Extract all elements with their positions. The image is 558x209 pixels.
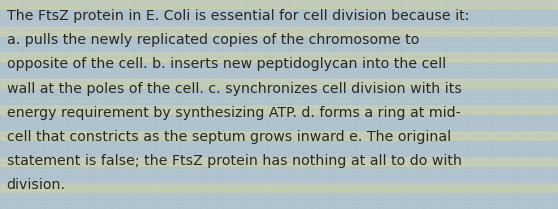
Text: division.: division.: [7, 178, 66, 192]
Bar: [0, 42, 558, 47]
Text: statement is false; the FtsZ protein has nothing at all to do with: statement is false; the FtsZ protein has…: [7, 154, 461, 168]
Bar: [0, 183, 558, 188]
Text: wall at the poles of the cell. c. synchronizes cell division with its: wall at the poles of the cell. c. synchr…: [7, 82, 461, 96]
Bar: [0, 26, 558, 31]
Bar: [0, 120, 558, 125]
Bar: [0, 104, 558, 110]
Text: a. pulls the newly replicated copies of the chromosome to: a. pulls the newly replicated copies of …: [7, 33, 419, 47]
Bar: [0, 31, 558, 37]
Bar: [0, 125, 558, 131]
Bar: [0, 63, 558, 68]
Bar: [0, 5, 558, 10]
Text: cell that constricts as the septum grows inward e. The original: cell that constricts as the septum grows…: [7, 130, 451, 144]
Bar: [0, 188, 558, 193]
Bar: [0, 99, 558, 104]
Bar: [0, 89, 558, 94]
Bar: [0, 110, 558, 115]
Bar: [0, 47, 558, 52]
Text: The FtsZ protein in E. Coli is essential for cell division because it:: The FtsZ protein in E. Coli is essential…: [7, 9, 469, 23]
Bar: [0, 0, 558, 5]
Bar: [0, 199, 558, 204]
Bar: [0, 146, 558, 152]
Bar: [0, 172, 558, 178]
Bar: [0, 21, 558, 26]
Bar: [0, 193, 558, 199]
Bar: [0, 178, 558, 183]
Bar: [0, 167, 558, 172]
Text: energy requirement by synthesizing ATP. d. forms a ring at mid-: energy requirement by synthesizing ATP. …: [7, 106, 460, 120]
Bar: [0, 162, 558, 167]
Bar: [0, 141, 558, 146]
Bar: [0, 115, 558, 120]
Bar: [0, 204, 558, 209]
Text: opposite of the cell. b. inserts new peptidoglycan into the cell: opposite of the cell. b. inserts new pep…: [7, 57, 446, 71]
Bar: [0, 10, 558, 16]
Bar: [0, 68, 558, 73]
Bar: [0, 57, 558, 63]
Bar: [0, 131, 558, 136]
Bar: [0, 94, 558, 99]
Bar: [0, 78, 558, 84]
Bar: [0, 73, 558, 78]
Bar: [0, 152, 558, 157]
Bar: [0, 157, 558, 162]
Bar: [0, 136, 558, 141]
Bar: [0, 16, 558, 21]
Bar: [0, 37, 558, 42]
Bar: [0, 84, 558, 89]
Bar: [0, 52, 558, 57]
